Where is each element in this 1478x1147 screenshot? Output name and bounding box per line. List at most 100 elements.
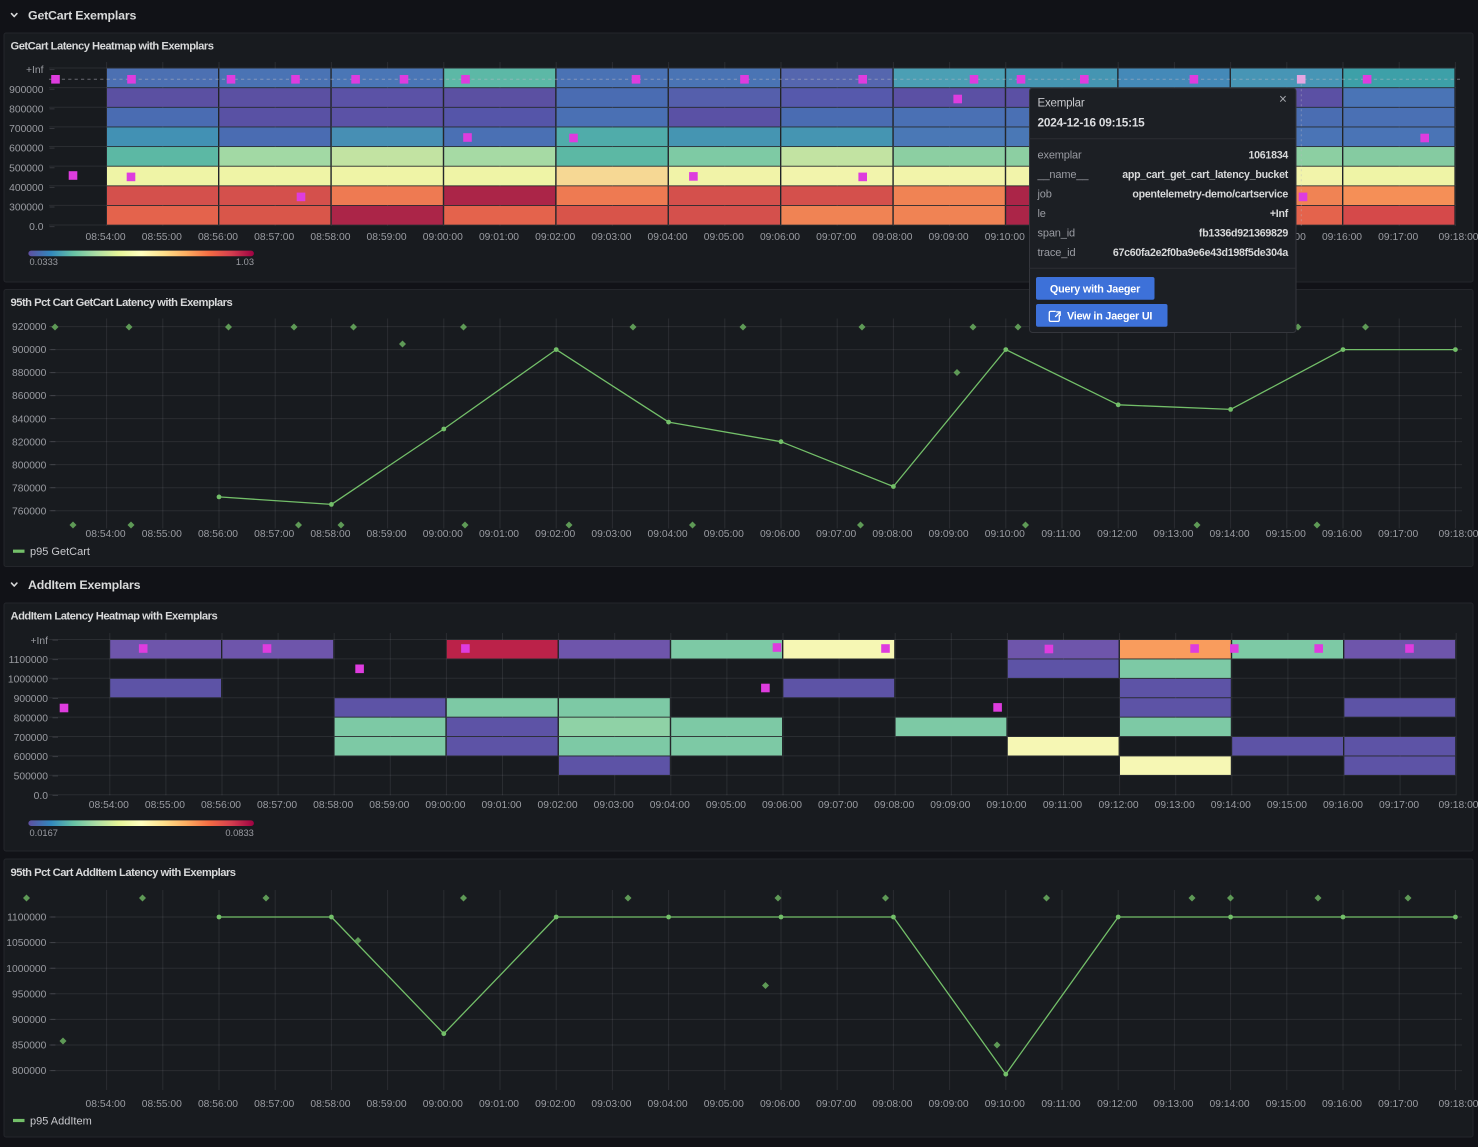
svg-text:09:14:00: 09:14:00 (1210, 529, 1250, 540)
svg-text:09:16:00: 09:16:00 (1322, 1099, 1362, 1110)
svg-text:500000: 500000 (9, 163, 44, 174)
svg-text:trace_id: trace_id (1038, 247, 1076, 259)
svg-text:800000: 800000 (12, 1066, 47, 1077)
svg-text:09:13:00: 09:13:00 (1155, 800, 1195, 811)
svg-text:08:57:00: 08:57:00 (254, 1099, 294, 1110)
svg-text:09:17:00: 09:17:00 (1378, 1099, 1418, 1110)
svg-text:67c60fa2e2f0ba9e6e43d198f5de30: 67c60fa2e2f0ba9e6e43d198f5de304a (1113, 247, 1289, 259)
svg-text:09:18:00: 09:18:00 (1438, 529, 1478, 540)
svg-text:09:13:00: 09:13:00 (1153, 1099, 1193, 1110)
svg-text:880000: 880000 (12, 368, 47, 379)
svg-text:09:15:00: 09:15:00 (1267, 800, 1307, 811)
svg-text:09:09:00: 09:09:00 (929, 232, 969, 243)
svg-text:09:03:00: 09:03:00 (591, 1099, 631, 1110)
svg-text:09:02:00: 09:02:00 (535, 529, 575, 540)
svg-text:p95 GetCart: p95 GetCart (30, 546, 90, 558)
svg-text:09:04:00: 09:04:00 (648, 232, 688, 243)
svg-text:__name__: __name__ (1037, 169, 1090, 181)
svg-text:fb1336d921369829: fb1336d921369829 (1199, 228, 1288, 240)
svg-text:09:08:00: 09:08:00 (874, 800, 914, 811)
svg-text:09:05:00: 09:05:00 (704, 1099, 744, 1110)
svg-text:09:18:00: 09:18:00 (1438, 1099, 1478, 1110)
svg-text:09:11:00: 09:11:00 (1043, 800, 1083, 811)
svg-text:08:55:00: 08:55:00 (145, 800, 185, 811)
svg-text:+Inf: +Inf (31, 636, 49, 647)
svg-text:span_id: span_id (1038, 228, 1076, 240)
svg-text:700000: 700000 (9, 124, 44, 135)
svg-text:0.0: 0.0 (29, 222, 44, 233)
svg-text:08:57:00: 08:57:00 (254, 232, 294, 243)
svg-text:09:06:00: 09:06:00 (762, 800, 802, 811)
svg-text:08:58:00: 08:58:00 (313, 800, 353, 811)
svg-text:08:59:00: 08:59:00 (367, 232, 407, 243)
svg-text:09:01:00: 09:01:00 (479, 529, 519, 540)
svg-text:09:05:00: 09:05:00 (704, 232, 744, 243)
svg-text:09:07:00: 09:07:00 (816, 232, 856, 243)
svg-text:09:17:00: 09:17:00 (1379, 800, 1419, 811)
svg-text:08:56:00: 08:56:00 (201, 800, 241, 811)
svg-text:09:02:00: 09:02:00 (538, 800, 578, 811)
svg-text:09:16:00: 09:16:00 (1322, 529, 1362, 540)
svg-text:900000: 900000 (14, 694, 49, 705)
svg-text:08:56:00: 08:56:00 (198, 529, 238, 540)
svg-text:09:17:00: 09:17:00 (1378, 529, 1418, 540)
svg-text:09:00:00: 09:00:00 (423, 1099, 463, 1110)
svg-text:09:04:00: 09:04:00 (648, 529, 688, 540)
svg-text:×: × (1279, 91, 1287, 106)
svg-text:GetCart Latency Heatmap with E: GetCart Latency Heatmap with Exemplars (11, 40, 214, 52)
svg-text:400000: 400000 (9, 183, 44, 194)
svg-text:09:06:00: 09:06:00 (760, 232, 800, 243)
svg-text:08:59:00: 08:59:00 (367, 1099, 407, 1110)
svg-text:08:54:00: 08:54:00 (89, 800, 129, 811)
svg-text:08:59:00: 08:59:00 (369, 800, 409, 811)
svg-text:600000: 600000 (9, 144, 44, 155)
svg-text:09:00:00: 09:00:00 (423, 232, 463, 243)
svg-text:09:06:00: 09:06:00 (760, 529, 800, 540)
svg-text:09:04:00: 09:04:00 (650, 800, 690, 811)
svg-text:job: job (1037, 189, 1052, 201)
svg-text:09:18:00: 09:18:00 (1438, 232, 1478, 243)
svg-text:900000: 900000 (12, 1015, 47, 1026)
svg-text:1.03: 1.03 (236, 257, 254, 267)
svg-text:09:07:00: 09:07:00 (818, 800, 858, 811)
svg-text:09:05:00: 09:05:00 (706, 800, 746, 811)
svg-text:800000: 800000 (9, 105, 44, 116)
svg-text:08:59:00: 08:59:00 (367, 529, 407, 540)
svg-text:0.0333: 0.0333 (30, 257, 58, 267)
svg-text:Query with Jaeger: Query with Jaeger (1050, 283, 1141, 295)
svg-text:850000: 850000 (12, 1041, 47, 1052)
svg-text:820000: 820000 (12, 437, 47, 448)
svg-text:09:01:00: 09:01:00 (481, 800, 521, 811)
svg-text:09:03:00: 09:03:00 (591, 529, 631, 540)
svg-text:2024-12-16 09:15:15: 2024-12-16 09:15:15 (1038, 115, 1146, 129)
svg-text:View in Jaeger UI: View in Jaeger UI (1067, 311, 1152, 323)
svg-text:Exemplar: Exemplar (1038, 98, 1085, 110)
svg-text:09:18:00: 09:18:00 (1438, 800, 1478, 811)
svg-text:860000: 860000 (12, 391, 47, 402)
svg-text:09:16:00: 09:16:00 (1322, 232, 1362, 243)
svg-text:780000: 780000 (12, 483, 47, 494)
svg-text:08:55:00: 08:55:00 (142, 529, 182, 540)
svg-text:AddItem Exemplars: AddItem Exemplars (28, 578, 141, 592)
svg-text:09:01:00: 09:01:00 (479, 1099, 519, 1110)
svg-text:09:12:00: 09:12:00 (1097, 1099, 1137, 1110)
svg-text:09:11:00: 09:11:00 (1041, 529, 1081, 540)
svg-text:08:56:00: 08:56:00 (198, 232, 238, 243)
svg-text:95th Pct Cart AddItem Latency: 95th Pct Cart AddItem Latency with Exemp… (11, 867, 236, 879)
svg-text:le: le (1038, 208, 1046, 220)
svg-text:09:03:00: 09:03:00 (591, 232, 631, 243)
svg-text:600000: 600000 (14, 752, 49, 763)
svg-text:09:10:00: 09:10:00 (985, 1099, 1025, 1110)
svg-text:1000000: 1000000 (8, 675, 48, 686)
svg-text:500000: 500000 (14, 772, 49, 783)
svg-text:920000: 920000 (12, 322, 47, 333)
svg-text:09:00:00: 09:00:00 (425, 800, 465, 811)
svg-text:08:56:00: 08:56:00 (198, 1099, 238, 1110)
svg-text:app_cart_get_cart_latency_buck: app_cart_get_cart_latency_bucket (1122, 169, 1288, 181)
svg-text:1100000: 1100000 (7, 913, 47, 924)
svg-text:09:08:00: 09:08:00 (872, 1099, 912, 1110)
svg-text:08:57:00: 08:57:00 (257, 800, 297, 811)
svg-text:09:12:00: 09:12:00 (1099, 800, 1139, 811)
svg-text:1000000: 1000000 (6, 964, 46, 975)
svg-text:840000: 840000 (12, 414, 47, 425)
